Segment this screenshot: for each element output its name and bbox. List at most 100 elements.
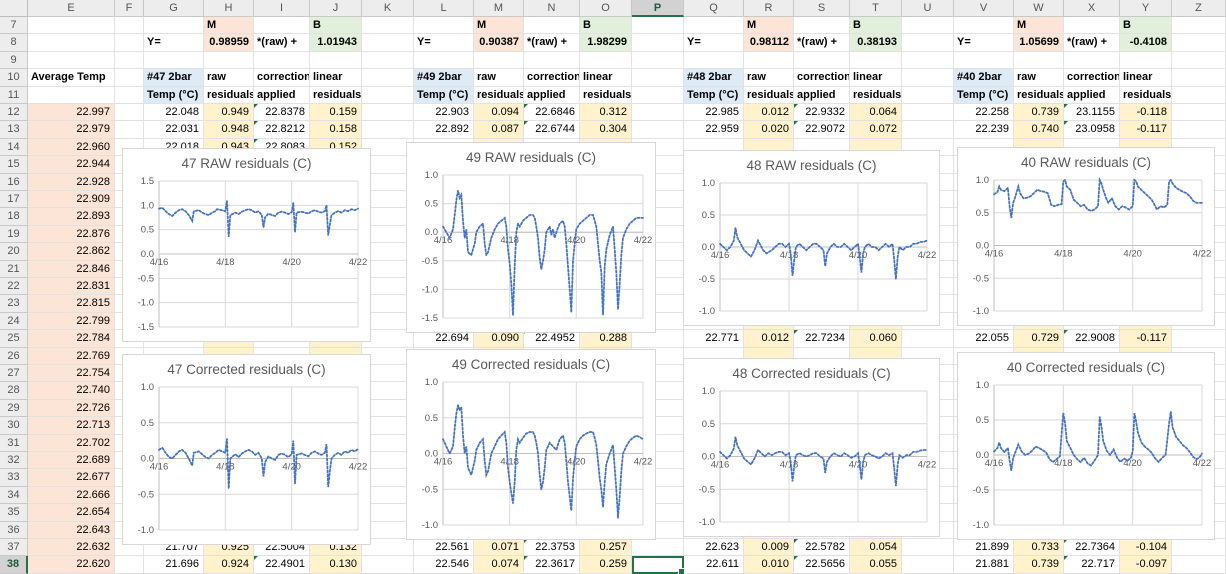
cell-K37[interactable] <box>362 539 414 557</box>
column-header-G[interactable]: G <box>144 0 204 17</box>
cell-K25[interactable] <box>362 330 414 348</box>
cell-Y10[interactable]: linear <box>1120 69 1172 87</box>
cell-Q9[interactable] <box>684 51 744 70</box>
cell-E22[interactable]: 22.831 <box>28 278 115 296</box>
cell-N10[interactable]: correction <box>524 69 580 87</box>
select-all-corner[interactable] <box>0 0 28 17</box>
cell-P12[interactable] <box>632 104 684 122</box>
row-header-7[interactable]: 7 <box>0 17 28 35</box>
chart-47-corrected[interactable]: 47 Corrected residuals (C) 1.0 0.5 0.0 -0.5 -… <box>122 354 371 545</box>
chart-49-corrected[interactable]: 49 Corrected residuals (C) 1.0 0.5 0.0 -0.5 -… <box>406 349 656 540</box>
row-header-13[interactable]: 13 <box>0 121 28 139</box>
cell-M12[interactable]: 0.094 <box>474 104 524 122</box>
row-header-30[interactable]: 30 <box>0 417 28 435</box>
row-header-18[interactable]: 18 <box>0 208 28 226</box>
cell-S9[interactable] <box>794 51 850 70</box>
cell-P37[interactable] <box>632 539 684 557</box>
cell-I12[interactable]: 22.8378 <box>254 104 310 122</box>
cell-Z8[interactable] <box>1172 34 1226 52</box>
cell-K10[interactable] <box>362 69 414 87</box>
cell-E19[interactable]: 22.876 <box>28 225 115 244</box>
cell-S37[interactable]: 22.5782 <box>794 539 850 557</box>
cell-Q25[interactable]: 22.771 <box>684 330 744 348</box>
cell-P25[interactable] <box>632 330 684 348</box>
row-header-25[interactable]: 25 <box>0 330 28 348</box>
cell-X12[interactable]: 23.1155 <box>1064 104 1120 122</box>
cell-E24[interactable]: 22.799 <box>28 312 115 331</box>
cell-L38[interactable]: 22.546 <box>414 556 474 574</box>
cell-R11[interactable]: residuals <box>744 86 794 104</box>
cell-U7[interactable] <box>902 17 954 35</box>
cell-H38[interactable]: 0.924 <box>204 556 254 574</box>
row-header-10[interactable]: 10 <box>0 69 28 87</box>
row-header-17[interactable]: 17 <box>0 191 28 209</box>
cell-E32[interactable]: 22.689 <box>28 452 115 470</box>
cell-E20[interactable]: 22.862 <box>28 243 115 261</box>
cell-J8[interactable]: 1.01943 <box>310 34 362 52</box>
chart-40-raw[interactable]: 40 RAW residuals (C) 1.0 0.5 0.0 -0.5 -1.0 4/1… <box>957 147 1215 326</box>
cell-O12[interactable]: 0.312 <box>580 104 632 122</box>
cell-J9[interactable] <box>310 51 362 70</box>
cell-U8[interactable] <box>902 34 954 52</box>
cell-Z9[interactable] <box>1172 51 1226 70</box>
row-header-8[interactable]: 8 <box>0 34 28 52</box>
cell-E34[interactable]: 22.666 <box>28 486 115 505</box>
cell-E26[interactable]: 22.769 <box>28 347 115 365</box>
chart-48-corrected[interactable]: 48 Corrected residuals (C) 1.0 0.5 0.0 -0.5 -… <box>683 358 940 537</box>
cell-K7[interactable] <box>362 17 414 35</box>
cell-N9[interactable] <box>524 51 580 70</box>
cell-G9[interactable] <box>144 51 204 70</box>
cell-H13[interactable]: 0.948 <box>204 121 254 139</box>
row-header-32[interactable]: 32 <box>0 452 28 470</box>
cell-E21[interactable]: 22.846 <box>28 260 115 278</box>
cell-M13[interactable]: 0.087 <box>474 121 524 139</box>
cell-Q38[interactable]: 22.611 <box>684 556 744 574</box>
cell-U24[interactable] <box>902 312 954 331</box>
cell-F11[interactable] <box>115 86 144 104</box>
chart-47-raw[interactable]: 47 RAW residuals (C) 1.5 1.0 0.5 0.0 -0.5 -1.0… <box>122 148 371 342</box>
cell-U36[interactable] <box>902 521 954 539</box>
cell-Z7[interactable] <box>1172 17 1226 35</box>
column-header-N[interactable]: N <box>524 0 580 17</box>
cell-O37[interactable]: 0.257 <box>580 539 632 557</box>
cell-L10[interactable]: #49 2bar <box>414 69 474 87</box>
row-header-33[interactable]: 33 <box>0 469 28 487</box>
cell-N13[interactable]: 22.6744 <box>524 121 580 139</box>
cell-F38[interactable] <box>115 556 144 574</box>
column-header-T[interactable]: T <box>850 0 902 17</box>
cell-W10[interactable]: raw <box>1014 69 1064 87</box>
cell-E33[interactable]: 22.677 <box>28 469 115 487</box>
cell-V8[interactable]: Y= <box>954 34 1014 52</box>
column-header-K[interactable]: K <box>362 0 414 17</box>
cell-E27[interactable]: 22.754 <box>28 365 115 383</box>
cell-I13[interactable]: 22.8212 <box>254 121 310 139</box>
cell-H8[interactable]: 0.98959 <box>204 34 254 52</box>
cell-S11[interactable]: applied <box>794 86 850 104</box>
cell-I9[interactable] <box>254 51 310 70</box>
cell-M10[interactable]: raw <box>474 69 524 87</box>
cell-E36[interactable]: 22.643 <box>28 521 115 539</box>
cell-F10[interactable] <box>115 69 144 87</box>
column-header-S[interactable]: S <box>794 0 850 17</box>
cell-S7[interactable] <box>794 17 850 35</box>
cell-Z25[interactable] <box>1172 330 1226 348</box>
cell-I38[interactable]: 22.4901 <box>254 556 310 574</box>
row-header-26[interactable]: 26 <box>0 347 28 365</box>
cell-T10[interactable]: linear <box>850 69 902 87</box>
cell-Q37[interactable]: 22.623 <box>684 539 744 557</box>
cell-Y25[interactable]: -0.117 <box>1120 330 1172 348</box>
cell-V37[interactable]: 21.899 <box>954 539 1014 557</box>
cell-W8[interactable]: 1.05699 <box>1014 34 1064 52</box>
cell-T38[interactable]: 0.055 <box>850 556 902 574</box>
cell-S12[interactable]: 22.9332 <box>794 104 850 122</box>
row-header-11[interactable]: 11 <box>0 86 28 104</box>
cell-X9[interactable] <box>1064 51 1120 70</box>
cell-E25[interactable]: 22.784 <box>28 330 115 348</box>
cell-X10[interactable]: correction <box>1064 69 1120 87</box>
column-header-Q[interactable]: Q <box>684 0 744 17</box>
cell-K38[interactable] <box>362 556 414 574</box>
cell-V25[interactable]: 22.055 <box>954 330 1014 348</box>
column-header-O[interactable]: O <box>580 0 632 17</box>
cell-E9[interactable] <box>28 51 115 70</box>
column-header-M[interactable]: M <box>474 0 524 17</box>
